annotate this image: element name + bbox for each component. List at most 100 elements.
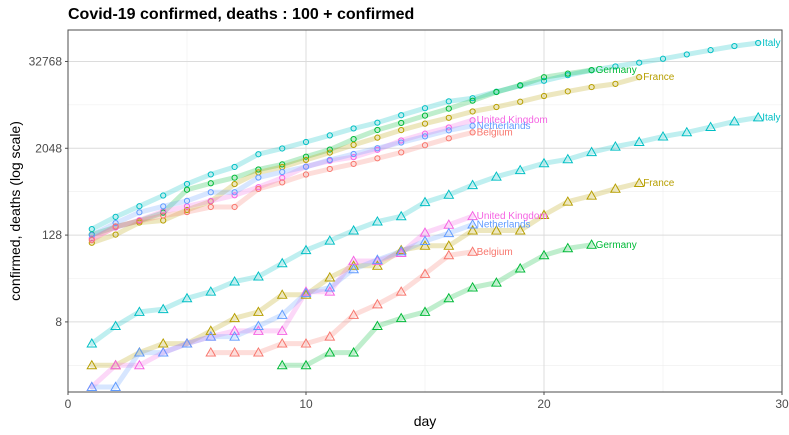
confirmed-point xyxy=(421,142,429,149)
deaths-point xyxy=(324,347,336,357)
series-line xyxy=(89,222,476,390)
x-tick-label: 10 xyxy=(299,397,313,411)
deaths-point xyxy=(633,136,645,146)
deaths-point xyxy=(276,289,288,299)
confirmed-point xyxy=(279,161,286,168)
confirmed-point xyxy=(421,105,429,112)
confirmed-point xyxy=(279,168,286,176)
confirmed-point xyxy=(231,163,238,171)
deaths-point xyxy=(252,270,264,281)
confirmed-point xyxy=(540,74,548,81)
confirmed-point xyxy=(136,203,143,210)
confirmed-point xyxy=(612,80,619,87)
deaths-point xyxy=(348,260,360,270)
deaths-point xyxy=(157,303,169,314)
deaths-point xyxy=(300,289,312,299)
confirmed-point xyxy=(612,63,619,70)
confirmed-point xyxy=(302,153,310,160)
deaths-point xyxy=(300,286,312,296)
deaths-point xyxy=(467,179,479,190)
confirmed-point xyxy=(707,47,714,54)
confirmed-point xyxy=(398,119,405,127)
confirmed-point xyxy=(350,150,357,158)
confirmed-point xyxy=(469,129,476,136)
confirmed-point xyxy=(421,130,429,137)
confirmed-point xyxy=(398,139,405,146)
confirmed-point xyxy=(374,145,381,152)
confirmed-point xyxy=(255,166,262,173)
confirmed-point xyxy=(279,145,286,152)
series-line xyxy=(89,40,761,232)
confirmed-point xyxy=(231,189,238,196)
deaths-point xyxy=(133,306,145,316)
confirmed-point xyxy=(136,209,143,216)
confirmed-point xyxy=(469,108,476,115)
deaths-point xyxy=(371,260,383,270)
series-end-label: Netherlands xyxy=(477,121,531,132)
deaths-point xyxy=(395,286,407,296)
deaths-point xyxy=(514,224,526,235)
deaths-point xyxy=(276,359,288,370)
deaths-point xyxy=(467,218,479,229)
confirmed-point xyxy=(374,126,381,134)
confirmed-point xyxy=(374,134,381,141)
confirmed-point xyxy=(207,197,214,204)
confirmed-point xyxy=(326,165,333,173)
confirmed-point xyxy=(136,218,143,225)
series-end-label: France xyxy=(643,178,675,189)
confirmed-point xyxy=(588,83,595,91)
confirmed-point xyxy=(398,137,405,144)
deaths-point xyxy=(300,287,312,298)
confirmed-point xyxy=(350,160,357,168)
series-end-label: France xyxy=(643,72,675,83)
confirmed-point xyxy=(231,174,238,181)
deaths-point xyxy=(443,249,455,260)
confirmed-point xyxy=(636,59,643,66)
confirmed-point xyxy=(160,192,167,199)
deaths-point xyxy=(586,239,598,249)
confirmed-point xyxy=(207,189,214,196)
deaths-point xyxy=(205,331,217,341)
confirmed-point xyxy=(302,156,310,164)
deaths-point xyxy=(205,325,217,335)
confirmed-point xyxy=(207,171,214,178)
deaths-point xyxy=(276,337,288,348)
series-end-label: Germany xyxy=(596,65,637,76)
confirmed-point xyxy=(564,88,571,95)
confirmed-point xyxy=(445,105,452,112)
deaths-point xyxy=(229,347,241,357)
deaths-point xyxy=(181,337,193,348)
deaths-point xyxy=(371,320,383,331)
confirmed-point xyxy=(255,185,262,193)
confirmed-point xyxy=(493,88,500,96)
confirmed-point xyxy=(540,77,548,84)
confirmed-point xyxy=(112,219,119,227)
deaths-point xyxy=(348,309,360,319)
deaths-point xyxy=(252,325,264,335)
confirmed-point xyxy=(517,82,524,89)
confirmed-point xyxy=(517,98,524,105)
confirmed-point xyxy=(112,231,119,238)
x-tick-label: 30 xyxy=(775,397,789,411)
series-end-label: United Kingdom xyxy=(477,115,548,126)
deaths-point xyxy=(86,381,98,391)
deaths-point xyxy=(395,312,407,323)
deaths-point xyxy=(157,347,169,357)
confirmed-point xyxy=(207,203,214,211)
deaths-point xyxy=(395,247,407,258)
series-line xyxy=(89,117,476,241)
deaths-point xyxy=(300,359,312,370)
confirmed-point xyxy=(421,120,429,127)
deaths-point xyxy=(443,189,455,199)
deaths-point xyxy=(348,224,360,235)
deaths-point xyxy=(252,347,264,357)
confirmed-point xyxy=(445,124,452,131)
deaths-point xyxy=(443,227,455,238)
confirmed-point xyxy=(279,179,286,186)
deaths-point xyxy=(538,209,550,219)
deaths-point xyxy=(371,215,383,226)
confirmed-point xyxy=(183,208,191,216)
confirmed-point xyxy=(374,155,381,162)
